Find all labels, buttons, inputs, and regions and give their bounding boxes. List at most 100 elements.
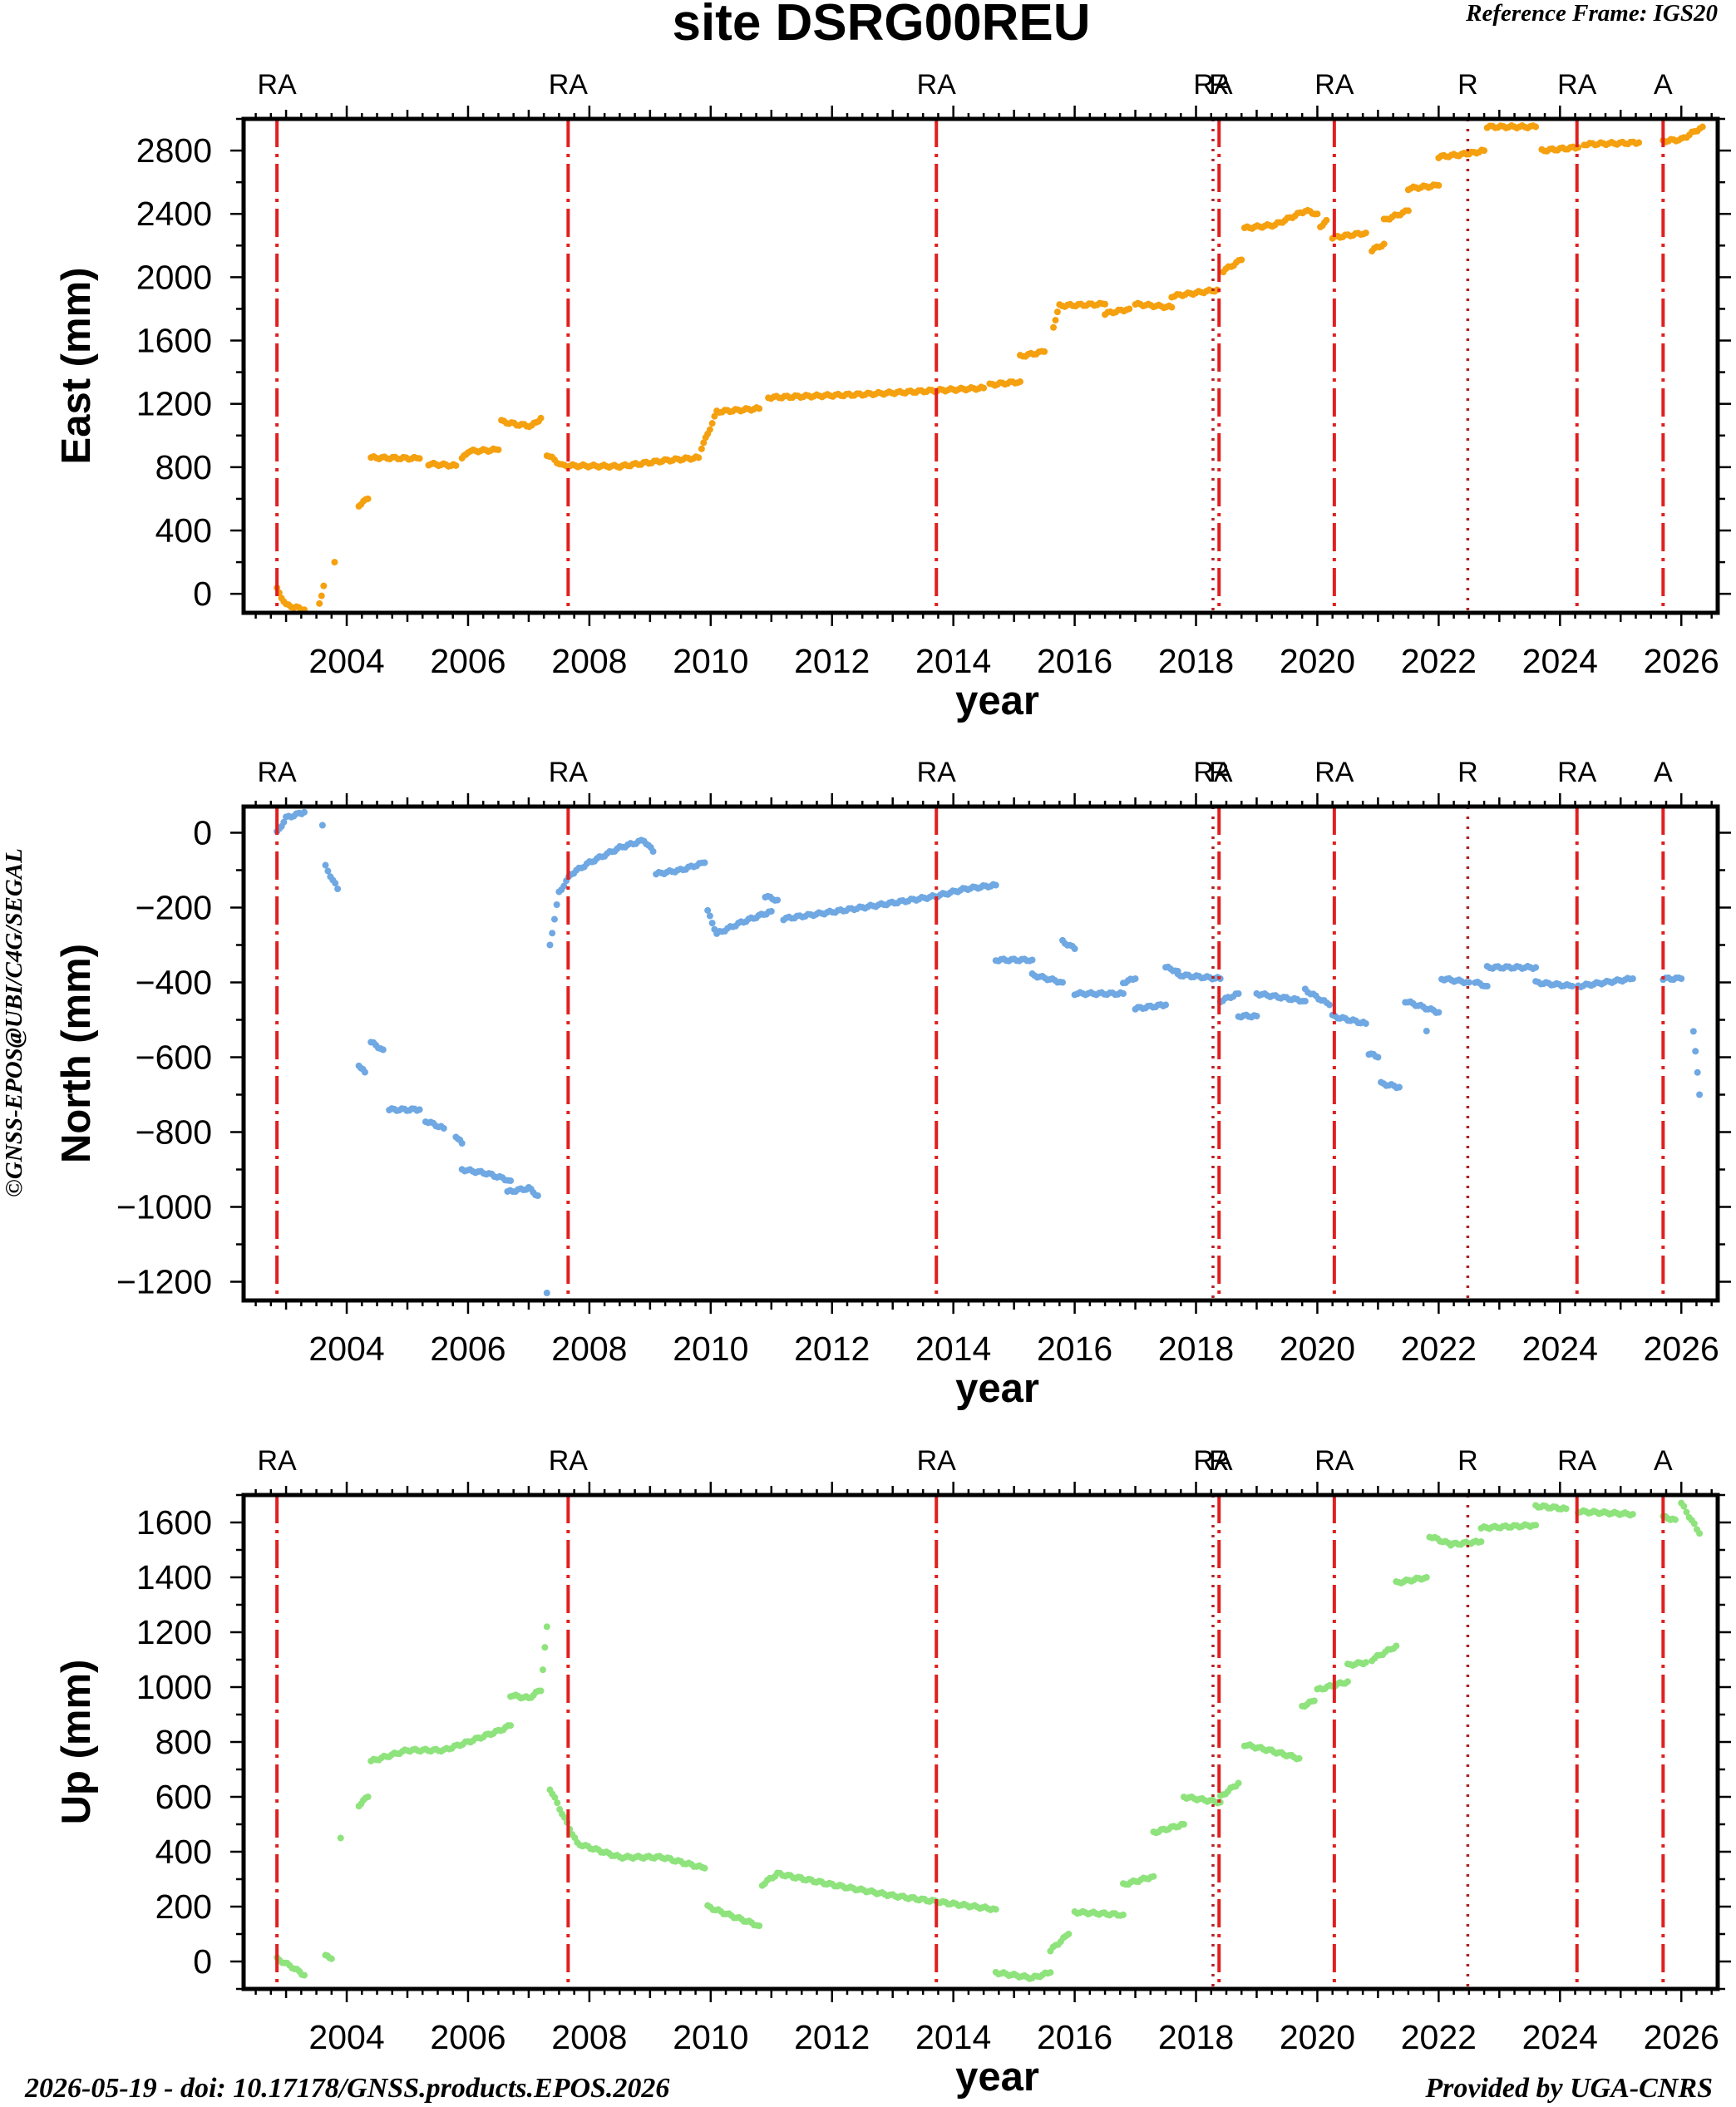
y-tick-label: 400: [155, 1833, 212, 1871]
data-point: [1162, 1001, 1170, 1009]
x-tick-label: 2008: [551, 1330, 627, 1368]
y-tick-label: 1200: [136, 385, 212, 423]
data-point: [1235, 1779, 1242, 1787]
data-point: [1310, 1697, 1318, 1705]
data-point: [495, 446, 502, 453]
data-point: [1690, 1520, 1698, 1527]
event-label: RA: [258, 69, 298, 101]
x-tick-label: 2026: [1644, 1330, 1719, 1368]
x-tick-label: 2006: [430, 642, 506, 680]
event-label: RA: [549, 1445, 589, 1477]
x-tick-label: 2024: [1522, 2018, 1598, 2056]
data-point: [361, 1068, 368, 1076]
y-tick-label: 1000: [136, 1668, 212, 1706]
y-tick-label: −1200: [116, 1263, 212, 1301]
x-tick-label: 2020: [1280, 642, 1355, 680]
data-point: [774, 896, 782, 904]
event-label: R: [1209, 1445, 1230, 1477]
data-point: [1374, 1054, 1382, 1061]
data-point: [543, 1290, 550, 1296]
data-point: [695, 454, 703, 461]
event-label: RA: [258, 757, 298, 788]
data-point: [554, 1799, 561, 1807]
data-point: [1235, 990, 1242, 997]
data-point: [649, 848, 657, 855]
x-tick-label: 2018: [1158, 2018, 1234, 2056]
event-label: RA: [549, 757, 589, 788]
data-point: [1423, 1028, 1430, 1034]
y-tick-label: 800: [155, 1723, 212, 1761]
data-point: [328, 1955, 335, 1962]
data-point: [1238, 256, 1245, 264]
data-point: [1393, 1642, 1400, 1650]
x-tick-label: 2004: [308, 642, 384, 680]
x-tick-label: 2014: [915, 1330, 991, 1368]
data-point: [1435, 181, 1443, 189]
x-tick-label: 2020: [1280, 2018, 1355, 2056]
x-tick-label: 2004: [308, 2018, 384, 2056]
data-point: [334, 886, 342, 892]
data-point: [1423, 1574, 1430, 1581]
x-axis-label: year: [955, 2055, 1039, 2100]
y-tick-label: 2800: [136, 131, 212, 170]
event-label: R: [1209, 69, 1230, 101]
data-point: [708, 920, 716, 927]
data-point: [1132, 975, 1139, 982]
event-label: RA: [1314, 757, 1354, 788]
data-point: [458, 1140, 466, 1147]
data-point: [708, 420, 716, 427]
event-label: RA: [1193, 757, 1233, 788]
data-point: [560, 882, 568, 890]
y-tick-label: 0: [193, 814, 212, 852]
data-point: [1380, 240, 1388, 248]
x-tick-label: 2008: [551, 642, 627, 680]
y-tick-label: −1000: [116, 1188, 212, 1226]
event-label: RA: [1557, 757, 1597, 788]
data-point: [1404, 207, 1412, 215]
data-point: [1532, 123, 1540, 131]
data-point: [980, 384, 988, 392]
data-point: [1053, 308, 1061, 316]
data-point: [549, 930, 556, 937]
x-tick-label: 2010: [673, 642, 748, 680]
data-point: [701, 859, 708, 866]
x-tick-label: 2012: [794, 1330, 870, 1368]
y-tick-label: 200: [155, 1887, 212, 1926]
data-point: [1689, 1028, 1697, 1035]
data-point: [706, 426, 713, 433]
data-point: [1119, 990, 1127, 997]
x-tick-label: 2004: [308, 1330, 384, 1368]
event-label: RA: [549, 69, 589, 101]
data-point: [1150, 1873, 1157, 1880]
chart-title: site DSRG00REU: [672, 0, 1090, 52]
data-point: [1119, 1911, 1127, 1918]
data-point: [1168, 303, 1176, 311]
credit-watermark: ©GNSS-EPOS@UBI/C4G/SEGAL: [1, 848, 27, 1197]
y-axis-label: Up (mm): [54, 1660, 99, 1825]
data-point: [992, 881, 999, 889]
data-point: [1481, 147, 1488, 155]
data-point: [1568, 983, 1576, 989]
data-point: [539, 1666, 546, 1674]
data-point: [756, 1922, 763, 1930]
x-axis-label: year: [955, 678, 1039, 723]
data-point: [316, 600, 323, 607]
event-label: RA: [258, 1445, 298, 1477]
x-tick-label: 2014: [915, 2018, 991, 2056]
data-point: [322, 861, 329, 869]
y-tick-label: 1400: [136, 1558, 212, 1596]
y-tick-label: 1200: [136, 1613, 212, 1651]
event-label: RA: [1314, 69, 1354, 101]
x-tick-label: 2008: [551, 2018, 627, 2056]
data-point: [1629, 975, 1636, 982]
data-point: [1180, 1821, 1187, 1828]
data-point: [1694, 1068, 1701, 1076]
data-point: [541, 1644, 549, 1651]
event-label: A: [1654, 1445, 1673, 1477]
event-label: RA: [1557, 1445, 1597, 1477]
data-point: [1344, 1678, 1351, 1685]
footer-date-doi: 2026-05-19 - doi: 10.17178/GNSS.products…: [24, 2073, 669, 2104]
event-label: RA: [917, 757, 957, 788]
